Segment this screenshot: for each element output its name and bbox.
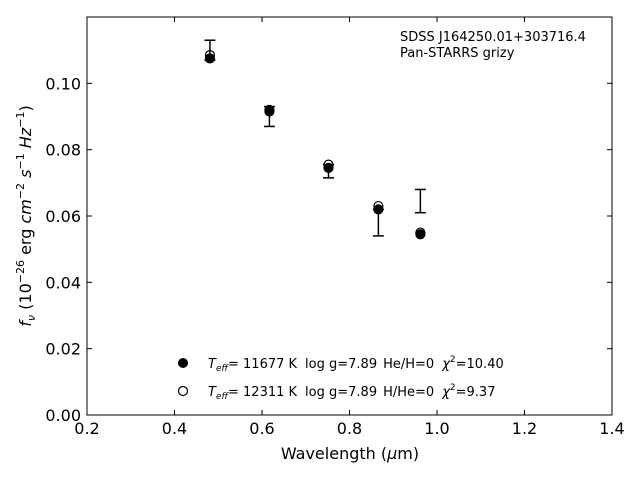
- x-tick-label: 1.0: [424, 419, 449, 438]
- model-point-filled: [323, 162, 334, 174]
- x-tick-label: 0.2: [74, 419, 99, 438]
- survey-annotation: Pan-STARRS grizy: [400, 46, 515, 61]
- model-point-open: [373, 200, 384, 212]
- y-axis: 0.00 0.02 0.04 0.06 0.08 0.10: [45, 74, 612, 425]
- model-point-open: [264, 104, 275, 115]
- y-tick-label: 0.06: [45, 207, 81, 226]
- x-tick-label: 1.2: [512, 419, 537, 438]
- plot-frame: [86, 16, 613, 416]
- x-tick-label: 0.4: [162, 419, 187, 438]
- model-point-filled: [204, 53, 216, 64]
- x-axis-label: Wavelength (μm): [281, 444, 419, 463]
- y-axis-label: fν (10−26 erg cm−2 s−1 Hz−1): [14, 105, 38, 326]
- x-axis: 0.2 0.4 0.6 0.8 1.0 1.2 1.4: [74, 17, 625, 438]
- model-point-open: [204, 50, 216, 61]
- x-tick-label: 1.4: [599, 419, 624, 438]
- x-tick-label: 0.6: [249, 419, 274, 438]
- model-point-open: [323, 159, 334, 170]
- observed-errorbars: [204, 39, 426, 237]
- observed-errorbar: [414, 188, 426, 214]
- y-tick-label: 0.10: [45, 74, 81, 93]
- model-points: [204, 50, 426, 240]
- x-tick-label: 0.8: [337, 419, 362, 438]
- legend-marker-filled: [178, 358, 188, 368]
- model-point-filled: [373, 204, 384, 215]
- y-tick-label: 0.02: [45, 340, 81, 359]
- legend-marker-open: [177, 385, 189, 397]
- model-point-open: [415, 227, 426, 238]
- y-tick-label: 0.08: [45, 141, 81, 160]
- object-annotation: SDSS J164250.01+303716.4: [400, 30, 586, 45]
- y-tick-label: 0.00: [45, 406, 81, 425]
- y-tick-label: 0.04: [45, 273, 81, 292]
- svg-text:fν (10−26 erg cm−2 s−1 Hz−1): fν (10−26 erg cm−2 s−1 Hz−1): [14, 105, 38, 326]
